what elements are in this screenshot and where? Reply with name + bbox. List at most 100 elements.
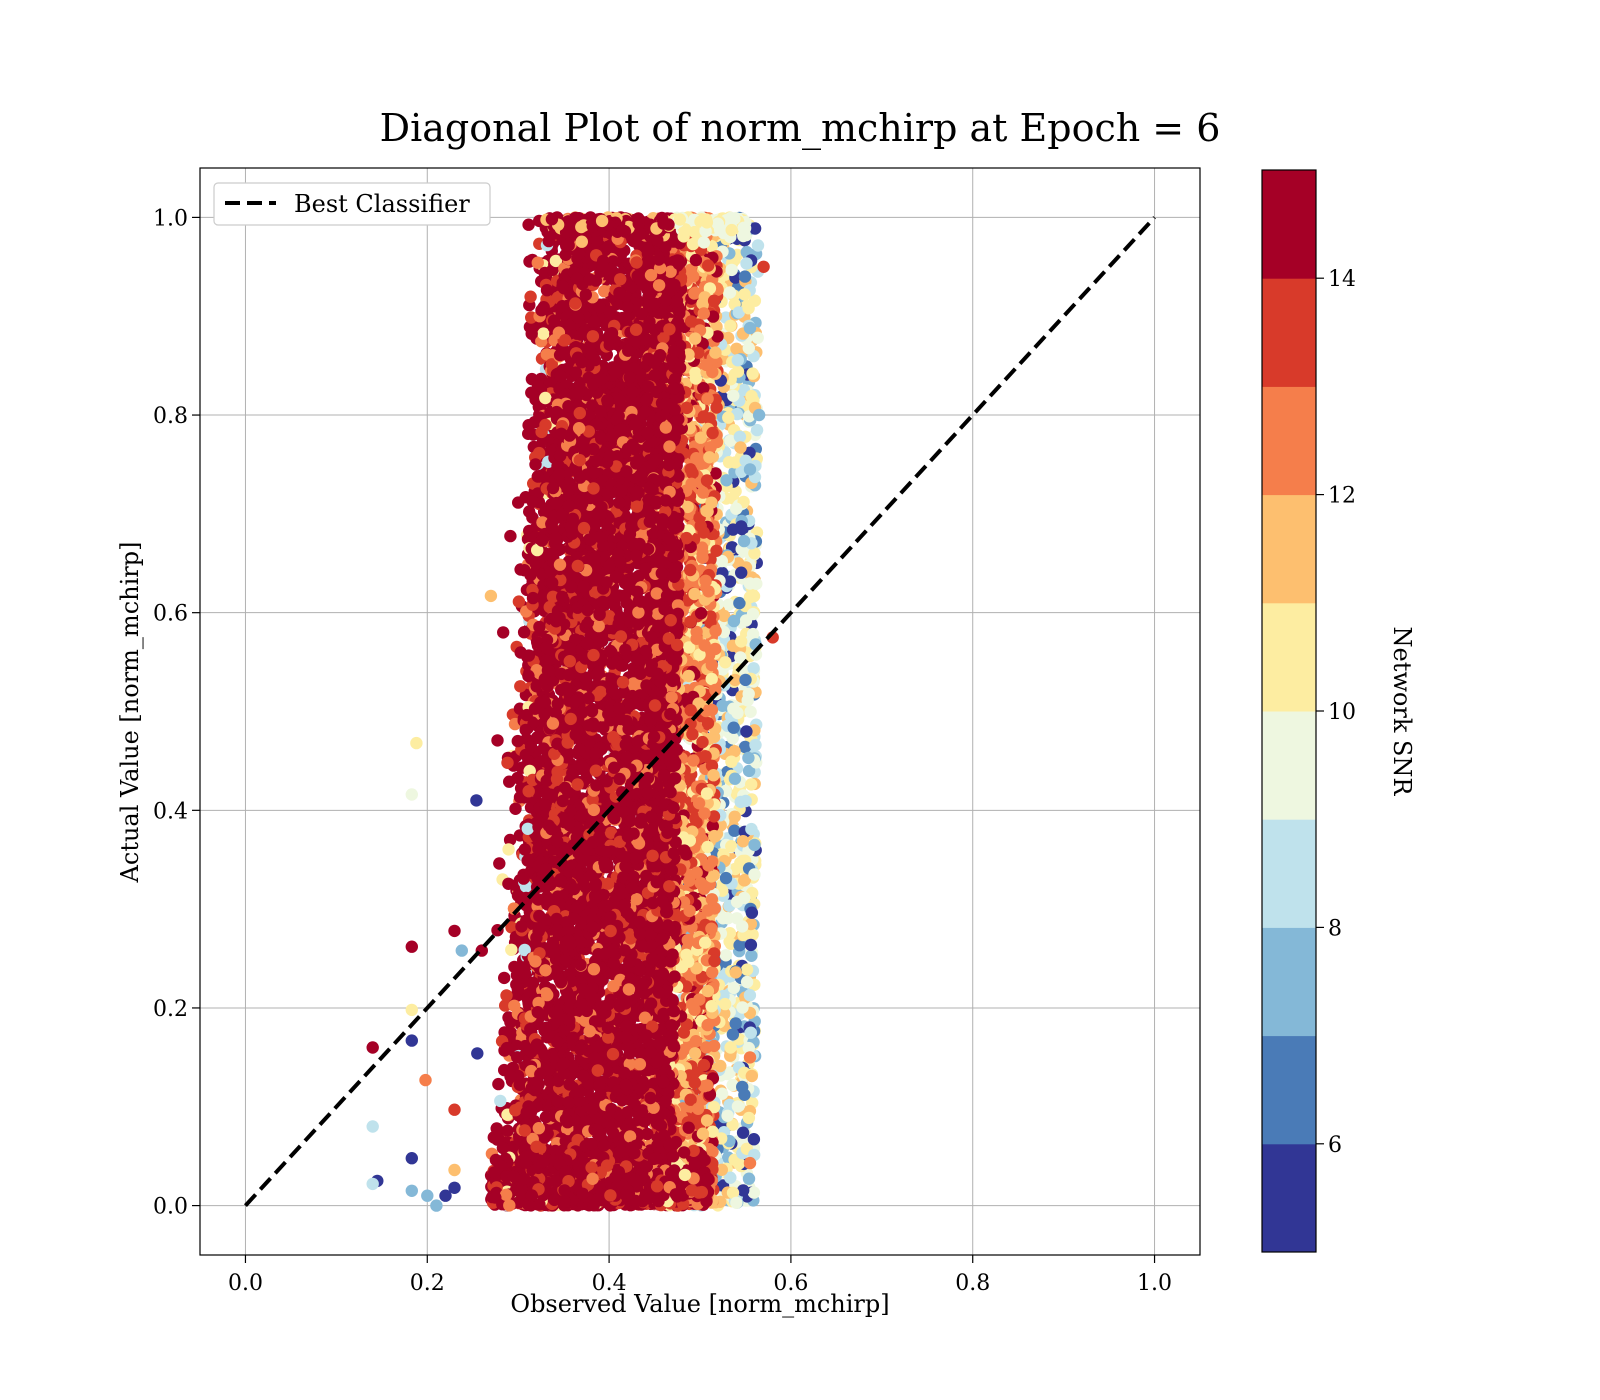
scatter-point: [707, 1039, 721, 1053]
scatter-point: [689, 253, 703, 267]
scatter-point: [751, 331, 764, 344]
scatter-point: [522, 669, 535, 683]
scatter-point: [710, 401, 723, 414]
scatter-point: [524, 568, 537, 582]
scatter-point: [705, 893, 719, 906]
scatter-point: [737, 534, 751, 548]
scatter-point: [745, 949, 758, 962]
scatter-point: [699, 936, 712, 949]
scatter-point: [500, 1041, 514, 1055]
scatter-point: [751, 239, 765, 252]
scatter-point: [744, 938, 758, 952]
scatter-point: [492, 1077, 505, 1091]
scatter-point: [509, 1104, 522, 1117]
scatter-point: [719, 871, 733, 885]
scatter-point: [683, 874, 696, 887]
scatter-point: [529, 458, 542, 471]
scatter-point: [700, 474, 714, 487]
scatter-point: [707, 769, 720, 782]
scatter-point: [503, 775, 516, 788]
scatter-point: [719, 949, 733, 962]
scatter-point: [701, 984, 715, 998]
scatter-point: [511, 982, 524, 996]
scatter-point: [699, 750, 712, 763]
scatter-point: [742, 1111, 756, 1125]
scatter-point: [539, 418, 552, 432]
scatter-point: [533, 620, 546, 634]
scatter-point: [518, 843, 532, 856]
scatter-point: [515, 920, 528, 933]
scatter-point: [708, 954, 721, 968]
scatter-point: [736, 1001, 749, 1014]
scatter-point: [698, 807, 711, 820]
scatter-point: [720, 474, 733, 487]
scatter-point: [726, 732, 739, 745]
scatter-point: [531, 470, 544, 483]
scatter-point: [497, 626, 510, 639]
scatter-point: [742, 302, 755, 315]
scatter-point: [725, 263, 738, 277]
scatter-point: [681, 933, 694, 947]
scatter-point: [736, 1080, 749, 1094]
scatter-point: [735, 520, 748, 533]
scatter-point: [703, 451, 716, 464]
scatter-point: [745, 778, 758, 791]
scatter-point: [748, 222, 762, 235]
scatter-point: [531, 256, 544, 269]
scatter-point: [491, 734, 504, 747]
scatter-point: [682, 669, 695, 683]
scatter-point: [686, 728, 699, 741]
scatter-point: [526, 495, 539, 508]
scatter-point: [724, 319, 737, 332]
scatter-point: [724, 434, 737, 447]
scatter-point: [738, 891, 751, 905]
scatter-point: [746, 607, 760, 621]
scatter-point: [727, 702, 740, 715]
scatter-point: [750, 577, 763, 590]
scatter-point: [700, 787, 714, 800]
scatter-point: [726, 1028, 740, 1041]
scatter-point: [742, 1172, 756, 1185]
scatter-point: [727, 614, 741, 628]
scatter-point: [702, 585, 715, 598]
scatter-point: [509, 802, 522, 815]
scatter-point: [519, 723, 532, 737]
scatter-point: [690, 632, 703, 645]
scatter-point: [718, 997, 732, 1011]
scatter-point: [738, 288, 751, 301]
scatter-point: [522, 218, 535, 231]
scatter-point: [734, 441, 747, 454]
scatter-point: [493, 857, 506, 870]
scatter-point: [540, 284, 554, 297]
scatter-point: [727, 389, 740, 402]
scatter-point: [697, 526, 710, 539]
scatter-point: [521, 822, 534, 835]
scatter-point: [709, 346, 722, 359]
scatter-point: [727, 981, 740, 995]
scatter-point: [682, 955, 695, 968]
scatter-point: [705, 496, 718, 509]
scatter-point: [721, 1109, 734, 1123]
scatter-point: [744, 1026, 757, 1039]
scatter-point: [684, 563, 697, 577]
scatter-point: [691, 1102, 705, 1116]
scatter-point: [701, 1079, 714, 1092]
scatter-point: [504, 529, 517, 543]
scatter-point: [689, 1035, 703, 1048]
scatter-point: [701, 904, 715, 917]
scatter-point: [728, 772, 742, 785]
scatter-point: [728, 745, 741, 758]
scatter-point: [745, 389, 758, 403]
scatter-point: [511, 734, 524, 748]
scatter-point: [740, 975, 754, 989]
scatter-point: [502, 877, 515, 890]
scatter-point: [504, 1070, 517, 1083]
scatter-point: [701, 392, 714, 405]
scatter-point: [716, 699, 729, 712]
scatter-point: [700, 1114, 714, 1127]
scatter-point: [688, 1003, 701, 1016]
scatter-point: [726, 1078, 739, 1092]
scatter-point: [719, 656, 732, 669]
scatter-point: [747, 1133, 761, 1146]
